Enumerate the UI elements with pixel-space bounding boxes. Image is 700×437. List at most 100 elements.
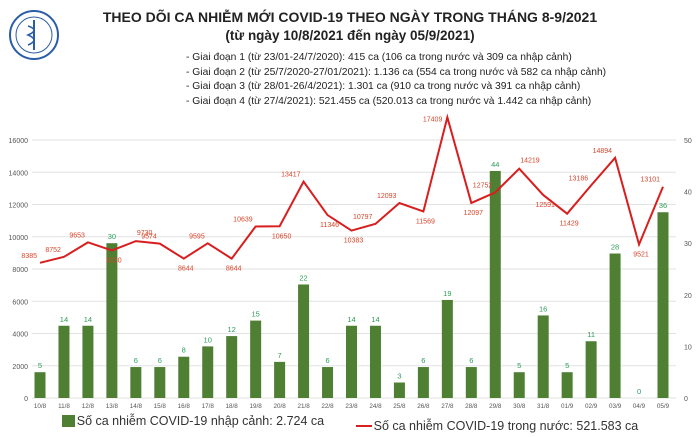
line-value-label: 14894 (593, 148, 613, 155)
line-value-label: 13101 (641, 177, 661, 184)
bar-value-label: 11 (587, 330, 595, 339)
legend-label-domestic: Số ca nhiễm COVID-19 trong nước: 521.583… (373, 419, 639, 433)
bar-value-label: 5 (517, 361, 521, 370)
right-axis-tick: 20 (684, 293, 692, 300)
left-axis-tick: 6000 (12, 299, 28, 306)
bar-imported (106, 243, 118, 398)
x-axis-tick: 21/8 (297, 403, 310, 410)
line-value-label: 9730 (137, 230, 153, 237)
left-axis-tick: 16000 (9, 138, 29, 145)
left-axis-tick: 12000 (9, 203, 29, 210)
bar-value-label: 14 (84, 315, 92, 324)
bar-imported (465, 367, 477, 398)
bar-imported (537, 315, 549, 398)
x-axis-tick: 04/9 (633, 403, 646, 410)
right-axis-tick: 50 (684, 138, 692, 145)
left-axis-tick: 0 (24, 396, 28, 403)
bar-value-label: 8 (182, 346, 186, 355)
line-value-label: 10383 (344, 238, 364, 245)
x-axis-tick: 28/8 (465, 403, 478, 410)
bar-value-label: 28 (611, 243, 619, 252)
bar-value-label: 6 (158, 356, 162, 365)
bar-value-label: 5 (565, 361, 569, 370)
line-value-label: 8752 (45, 247, 61, 254)
bar-imported (441, 299, 453, 398)
line-value-label: 11346 (320, 222, 339, 229)
bar-imported (226, 336, 238, 398)
bar-imported (202, 346, 214, 398)
x-axis-tick: 10/8 (34, 403, 47, 410)
bar-value-label: 6 (134, 356, 138, 365)
x-axis-tick: 27/8 (441, 403, 454, 410)
note-phase-2: - Giai đoạn 2 (từ 25/7/2020-27/01/2021):… (186, 66, 607, 78)
x-axis-tick: 31/8 (537, 403, 550, 410)
right-axis-tick: 40 (684, 190, 692, 197)
x-axis-tick: 16/8 (178, 403, 191, 410)
left-axis-tick: 14000 (9, 170, 29, 177)
line-value-label: 12097 (464, 210, 484, 217)
line-value-label: 9595 (189, 233, 205, 240)
bar-value-label: 7 (278, 351, 282, 360)
legend: Số ca nhiễm COVID-19 nhập cảnh: 2.724 ca… (0, 414, 700, 433)
bar-value-label: 6 (325, 356, 329, 365)
right-axis-tick: 0 (684, 396, 688, 403)
bar-imported (369, 325, 381, 398)
phase-notes: - Giai đoạn 1 (từ 23/01-24/7/2020): 415 … (186, 51, 606, 109)
legend-swatch-bar (61, 415, 75, 427)
line-value-label: 8385 (21, 253, 37, 260)
line-domestic (39, 113, 664, 264)
line-value-label: 10639 (233, 216, 253, 223)
line-value-label: 8644 (178, 266, 194, 273)
legend-swatch-line (355, 425, 372, 427)
x-axis-tick: 02/9 (585, 403, 598, 410)
left-axis-tick: 2000 (12, 364, 28, 371)
x-axis-tick: 17/8 (202, 403, 215, 410)
x-axis-tick: 19/8 (250, 403, 263, 410)
x-axis-tick: 01/9 (561, 403, 574, 410)
line-value-label: 9150 (106, 257, 122, 264)
x-axis-tick: 30/8 (513, 403, 526, 410)
line-value-label: 12752 (473, 182, 493, 189)
bar-imported (82, 325, 94, 398)
note-phase-4: - Giai đoạn 4 (từ 27/4/2021): 521.455 ca… (186, 95, 592, 107)
x-axis-tick: 12/8 (82, 403, 95, 410)
left-axis-tick: 10000 (9, 235, 29, 242)
legend-item-domestic: Số ca nhiễm COVID-19 trong nước: 521.583… (355, 419, 639, 433)
bar-imported (585, 341, 597, 398)
bar-value-label: 5 (38, 361, 42, 370)
note-phase-3: - Giai đoạn 3 (từ 28/01-26/4/2021): 1.30… (186, 81, 581, 92)
chart-subtitle: (từ ngày 10/8/2021 đến ngày 05/9/2021) (225, 28, 475, 43)
bar-imported (274, 361, 286, 398)
bar-value-label: 6 (421, 356, 425, 365)
bar-value-label: 44 (491, 160, 499, 169)
bar-imported (393, 382, 405, 398)
left-axis-tick: 4000 (12, 332, 28, 339)
bar-imported (250, 320, 262, 398)
line-value-label: 9521 (633, 251, 649, 258)
legend-label-imported: Số ca nhiễm COVID-19 nhập cảnh: 2.724 ca (76, 414, 325, 428)
bar-value-label: 6 (469, 356, 473, 365)
x-axis-tick: 13/8 (106, 403, 119, 410)
x-axis-tick: 26/8 (417, 403, 430, 410)
bar-imported (489, 170, 501, 398)
bar-imported (154, 367, 166, 398)
bar-value-label: 0 (637, 387, 641, 396)
bar-value-label: 10 (204, 335, 212, 344)
x-axis-tick: 05/9 (657, 403, 670, 410)
bar-imported (513, 372, 525, 398)
bar-value-label: 14 (371, 315, 379, 324)
x-axis-tick: 20/8 (273, 403, 286, 410)
bar-value-label: 19 (443, 289, 451, 298)
right-axis-tick: 10 (684, 344, 692, 351)
chart-title: THEO DÕI CA NHIỄM MỚI COVID-19 THEO NGÀY… (102, 9, 598, 25)
x-axis-tick: 22/8 (321, 403, 334, 410)
line-value-label: 11569 (416, 218, 435, 225)
bar-imported (417, 367, 429, 398)
line-value-label: 8644 (226, 266, 242, 273)
line-value-label: 14219 (520, 158, 540, 165)
line-value-label: 9653 (69, 232, 85, 239)
line-value-label: 17409 (423, 116, 443, 123)
line-value-label: 13186 (569, 175, 589, 182)
bar-imported (322, 367, 334, 398)
line-value-label: 13417 (281, 172, 301, 179)
